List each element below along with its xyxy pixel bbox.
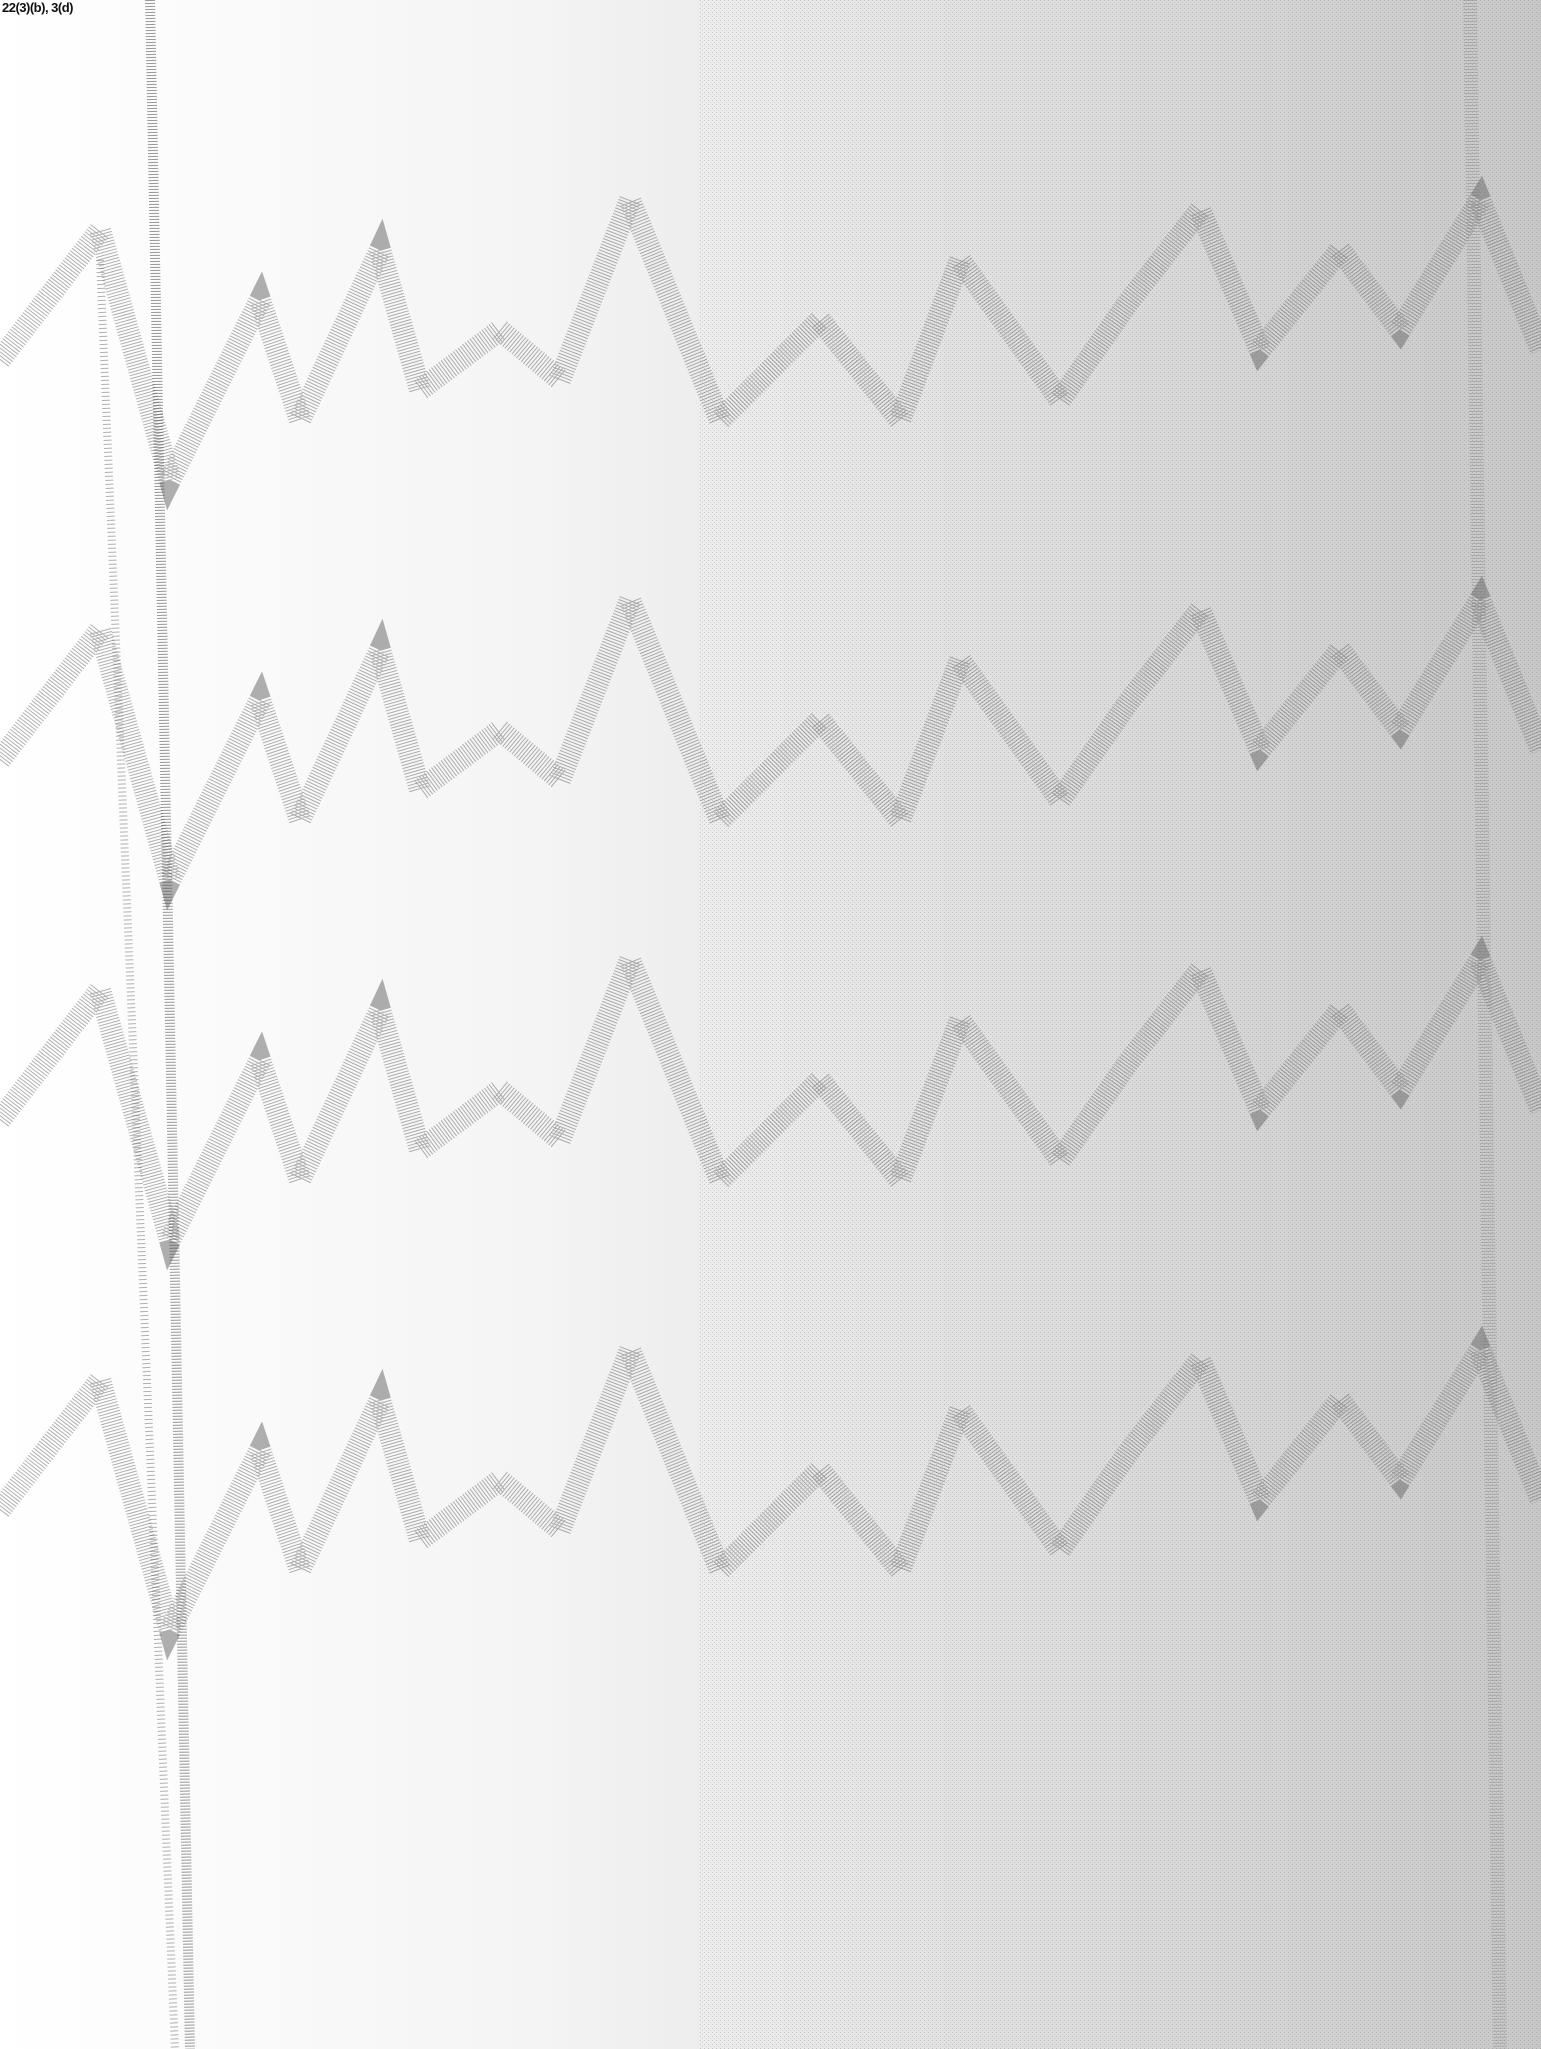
- vertical-streak: [1463, 0, 1507, 2049]
- diagonal-streak: [145, 0, 195, 2049]
- diagonal-streak: [96, 259, 179, 2049]
- page-label: 22(3)(b), 3(d): [2, 0, 74, 15]
